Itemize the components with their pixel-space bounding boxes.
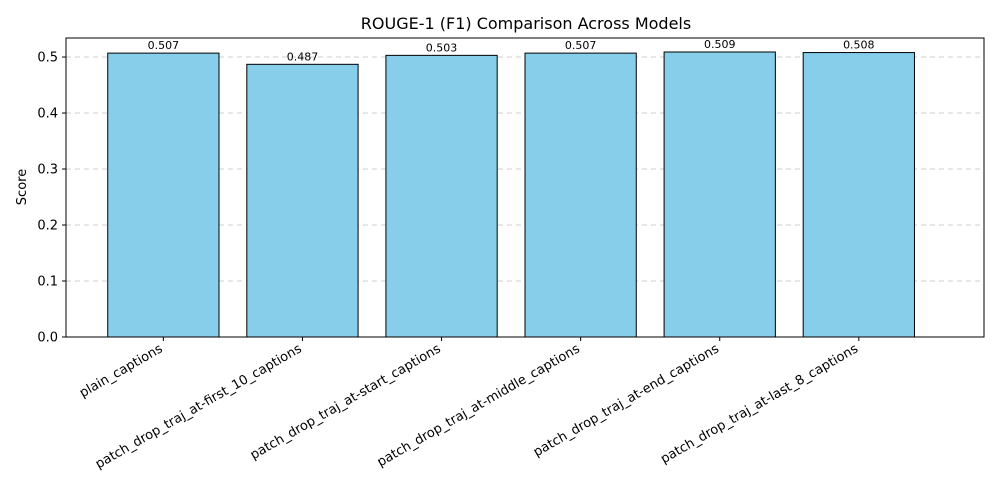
y-tick-label: 0.2 (37, 219, 58, 234)
chart-title: ROUGE-1 (F1) Comparison Across Models (361, 14, 691, 33)
bar-value-label: 0.507 (565, 39, 597, 52)
bar-value-label: 0.508 (843, 39, 875, 52)
bars (107, 51, 915, 338)
bar (524, 52, 637, 338)
x-tick-label: plain_captions (77, 341, 165, 401)
bar-value-label: 0.503 (426, 41, 458, 54)
y-tick-label: 0.3 (37, 163, 58, 178)
bar (802, 52, 915, 338)
plot-frame (65, 37, 985, 338)
bar (107, 52, 220, 338)
bar (385, 54, 498, 338)
y-tick-label: 0.4 (37, 107, 58, 122)
bar (663, 51, 776, 338)
y-tick-label: 0.1 (37, 275, 58, 290)
bar-value-label: 0.509 (704, 38, 736, 51)
y-tick-label: 0.0 (37, 331, 58, 346)
bar-value-label: 0.507 (148, 39, 180, 52)
y-tick-label: 0.5 (37, 51, 58, 66)
bar (246, 63, 359, 338)
axes (62, 37, 985, 341)
bar-value-label: 0.487 (287, 50, 319, 63)
y-axis-label: Score (15, 169, 30, 205)
